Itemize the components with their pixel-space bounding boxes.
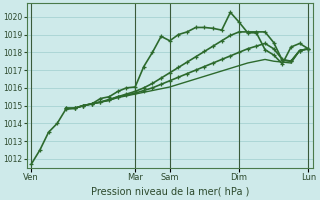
X-axis label: Pression niveau de la mer( hPa ): Pression niveau de la mer( hPa ): [91, 187, 249, 197]
